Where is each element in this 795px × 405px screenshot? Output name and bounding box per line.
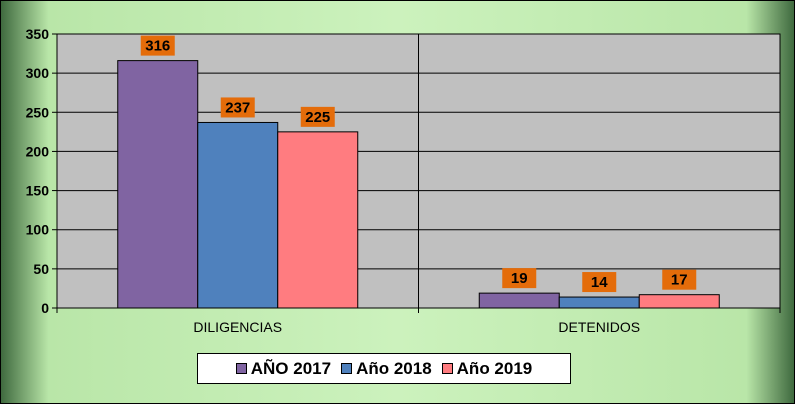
y-tick-label: 300 [26, 65, 50, 81]
data-label: 14 [591, 274, 608, 291]
y-tick-label: 100 [26, 222, 50, 238]
data-label-box [662, 269, 697, 290]
category-label: DILIGENCIAS [193, 319, 282, 335]
y-tick-label: 250 [26, 104, 50, 120]
data-label-box [582, 272, 617, 293]
y-tick-label: 150 [26, 183, 50, 199]
data-label: 17 [671, 272, 688, 289]
legend-item: AÑO 2017 [235, 358, 332, 379]
legend-swatch [235, 363, 247, 374]
bar [558, 296, 640, 309]
bar [277, 131, 359, 309]
category-label: DETENIDOS [558, 319, 640, 335]
legend-label: Año 2019 [456, 358, 533, 378]
legend: AÑO 2017 Año 2018 Año 2019 [197, 353, 571, 384]
y-tick-label: 200 [26, 143, 50, 159]
data-label: 316 [145, 38, 170, 55]
y-tick-label: 0 [41, 300, 49, 316]
y-tick-label: 50 [33, 261, 49, 277]
bar [478, 292, 560, 309]
data-label-box [502, 268, 537, 289]
bar [197, 121, 279, 309]
data-label-box [140, 35, 175, 56]
legend-swatch [441, 363, 453, 374]
y-tick-label: 350 [26, 26, 50, 42]
legend-item: Año 2019 [441, 358, 533, 379]
legend-swatch [341, 363, 353, 374]
data-label: 225 [305, 109, 330, 126]
legend-label: AÑO 2017 [250, 358, 332, 378]
data-label-box [220, 97, 255, 118]
data-label-box [300, 106, 335, 127]
data-label: 19 [511, 270, 528, 287]
bar [117, 60, 199, 309]
legend-item: Año 2018 [341, 359, 432, 379]
data-label: 237 [225, 99, 250, 116]
bar [638, 294, 720, 309]
legend-label: Año 2018 [356, 358, 432, 378]
